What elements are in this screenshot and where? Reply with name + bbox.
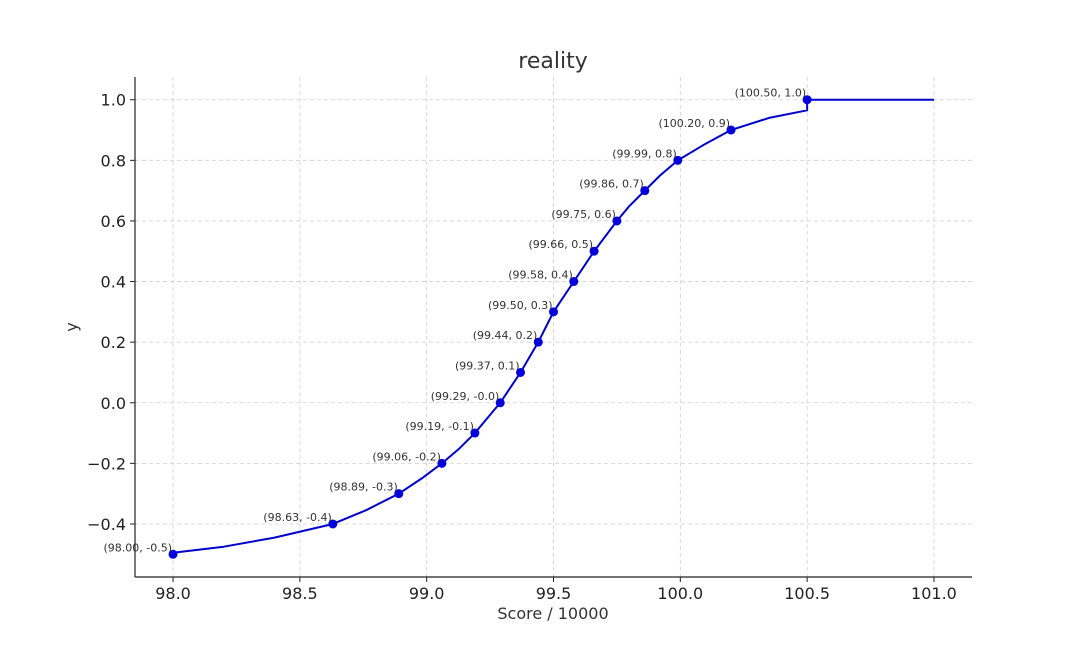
- data-point-label: (98.00, -0.5): [104, 541, 173, 554]
- data-point: [640, 186, 650, 196]
- data-point-label: (100.20, 0.9): [658, 117, 730, 130]
- data-point-label: (98.89, -0.3): [329, 481, 398, 494]
- y-axis-label: y: [62, 322, 81, 331]
- data-point-label: (99.06, -0.2): [372, 450, 441, 463]
- y-tick-label: −0.2: [87, 454, 126, 473]
- data-point-label: (100.50, 1.0): [735, 87, 807, 100]
- y-tick-label: 0.4: [101, 273, 126, 292]
- data-point: [495, 398, 505, 408]
- data-point: [470, 428, 480, 438]
- data-point-label: (99.19, -0.1): [405, 420, 474, 433]
- data-point: [549, 307, 558, 317]
- data-point: [569, 277, 579, 287]
- data-point-label: (99.86, 0.7): [579, 178, 644, 191]
- data-point: [673, 155, 683, 165]
- y-tick-label: 0.6: [101, 212, 126, 231]
- data-point: [437, 458, 447, 468]
- data-point: [516, 367, 526, 377]
- data-point: [168, 549, 178, 559]
- data-point: [802, 95, 812, 105]
- data-point: [328, 519, 338, 529]
- x-tick-label: 98.0: [155, 584, 191, 603]
- x-tick-label: 98.5: [282, 584, 318, 603]
- x-axis-label: Score / 10000: [497, 604, 608, 623]
- x-tick-label: 99.5: [536, 584, 572, 603]
- data-point: [589, 246, 599, 256]
- series-line: [172, 98, 934, 554]
- data-point-label: (99.29, -0.0): [431, 390, 500, 403]
- data-point: [612, 216, 622, 226]
- grid-layer: [135, 77, 972, 577]
- data-point-label: (99.50, 0.3): [488, 299, 553, 312]
- chart-title: reality: [518, 49, 587, 74]
- points-layer: (98.00, -0.5) (98.63, -0.4) (98.89, -0.3) (…: [104, 87, 812, 559]
- data-point-label: (99.58, 0.4): [508, 269, 573, 282]
- x-tick-label: 100.5: [784, 584, 830, 603]
- data-point: [726, 125, 736, 135]
- y-tick-label: 0.0: [101, 394, 126, 413]
- curve-layer: [172, 98, 934, 554]
- data-point-label: (99.37, 0.1): [455, 359, 520, 372]
- data-point-label: (99.44, 0.2): [473, 329, 538, 342]
- data-point: [394, 489, 404, 499]
- y-tick-label: 1.0: [101, 91, 126, 110]
- ticks-layer: 98.0 98.5 99.0 99.5 100.0 100.5 101.0 −0.4 −0.2 0…: [87, 91, 957, 603]
- x-tick-label: 101.0: [911, 584, 957, 603]
- data-point: [533, 337, 543, 347]
- data-point-label: (98.63, -0.4): [263, 511, 332, 524]
- x-tick-label: 100.0: [657, 584, 703, 603]
- data-point-label: (99.75, 0.6): [551, 208, 616, 221]
- data-point-label: (99.99, 0.8): [612, 147, 677, 160]
- y-tick-label: 0.8: [101, 151, 126, 170]
- y-tick-label: −0.4: [87, 515, 126, 534]
- y-tick-label: 0.2: [101, 333, 126, 352]
- x-tick-label: 99.0: [409, 584, 445, 603]
- data-point-label: (99.66, 0.5): [529, 238, 594, 251]
- axes-layer: [134, 77, 972, 578]
